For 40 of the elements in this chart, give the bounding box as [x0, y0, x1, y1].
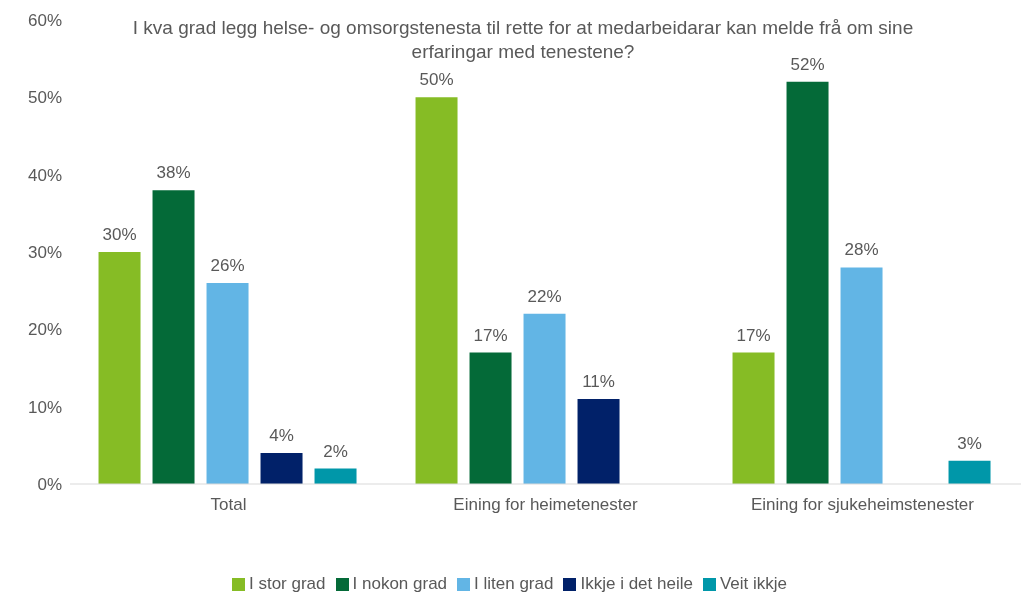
data-label: 22%: [527, 286, 562, 306]
data-label: 38%: [156, 163, 191, 183]
y-tick-label: 60%: [27, 11, 62, 31]
bar: [260, 453, 303, 484]
x-tick-label: Total: [210, 495, 247, 515]
x-tick-label: Eining for heimetenester: [453, 495, 638, 515]
legend-label: Veit ikkje: [719, 574, 787, 593]
bar: [415, 97, 458, 484]
legend-label: I stor grad: [249, 574, 326, 593]
legend-label: Ikkje i det heile: [580, 574, 693, 593]
bar: [948, 460, 991, 484]
y-tick-label: 40%: [27, 165, 62, 185]
bar: [469, 352, 512, 484]
bar: [732, 352, 775, 484]
y-tick-label: 20%: [27, 320, 62, 340]
bar: [314, 468, 357, 484]
y-tick-label: 50%: [27, 88, 62, 108]
data-label: 11%: [582, 371, 615, 391]
data-label: 4%: [269, 426, 294, 446]
data-label: 3%: [957, 433, 982, 453]
data-label: 50%: [419, 70, 454, 90]
data-label: 30%: [102, 225, 137, 244]
data-label: 26%: [210, 255, 245, 275]
data-label: 17%: [736, 325, 771, 345]
data-label: 17%: [473, 325, 508, 345]
bar: [152, 190, 195, 484]
y-tick-label: 0%: [37, 475, 62, 495]
bar: [840, 267, 883, 484]
legend-label: I liten grad: [474, 574, 554, 593]
y-tick-label: 30%: [27, 243, 62, 263]
bar: [98, 252, 141, 484]
bar: [786, 81, 829, 484]
y-tick-label: 10%: [27, 397, 62, 417]
bar: [206, 282, 249, 484]
x-tick-label: Eining for sjukeheimstenester: [750, 495, 975, 515]
legend-label: I nokon grad: [352, 574, 448, 593]
data-label: 2%: [323, 441, 348, 461]
bar: [577, 398, 620, 484]
data-label: 28%: [844, 240, 879, 260]
bar: [523, 313, 566, 484]
